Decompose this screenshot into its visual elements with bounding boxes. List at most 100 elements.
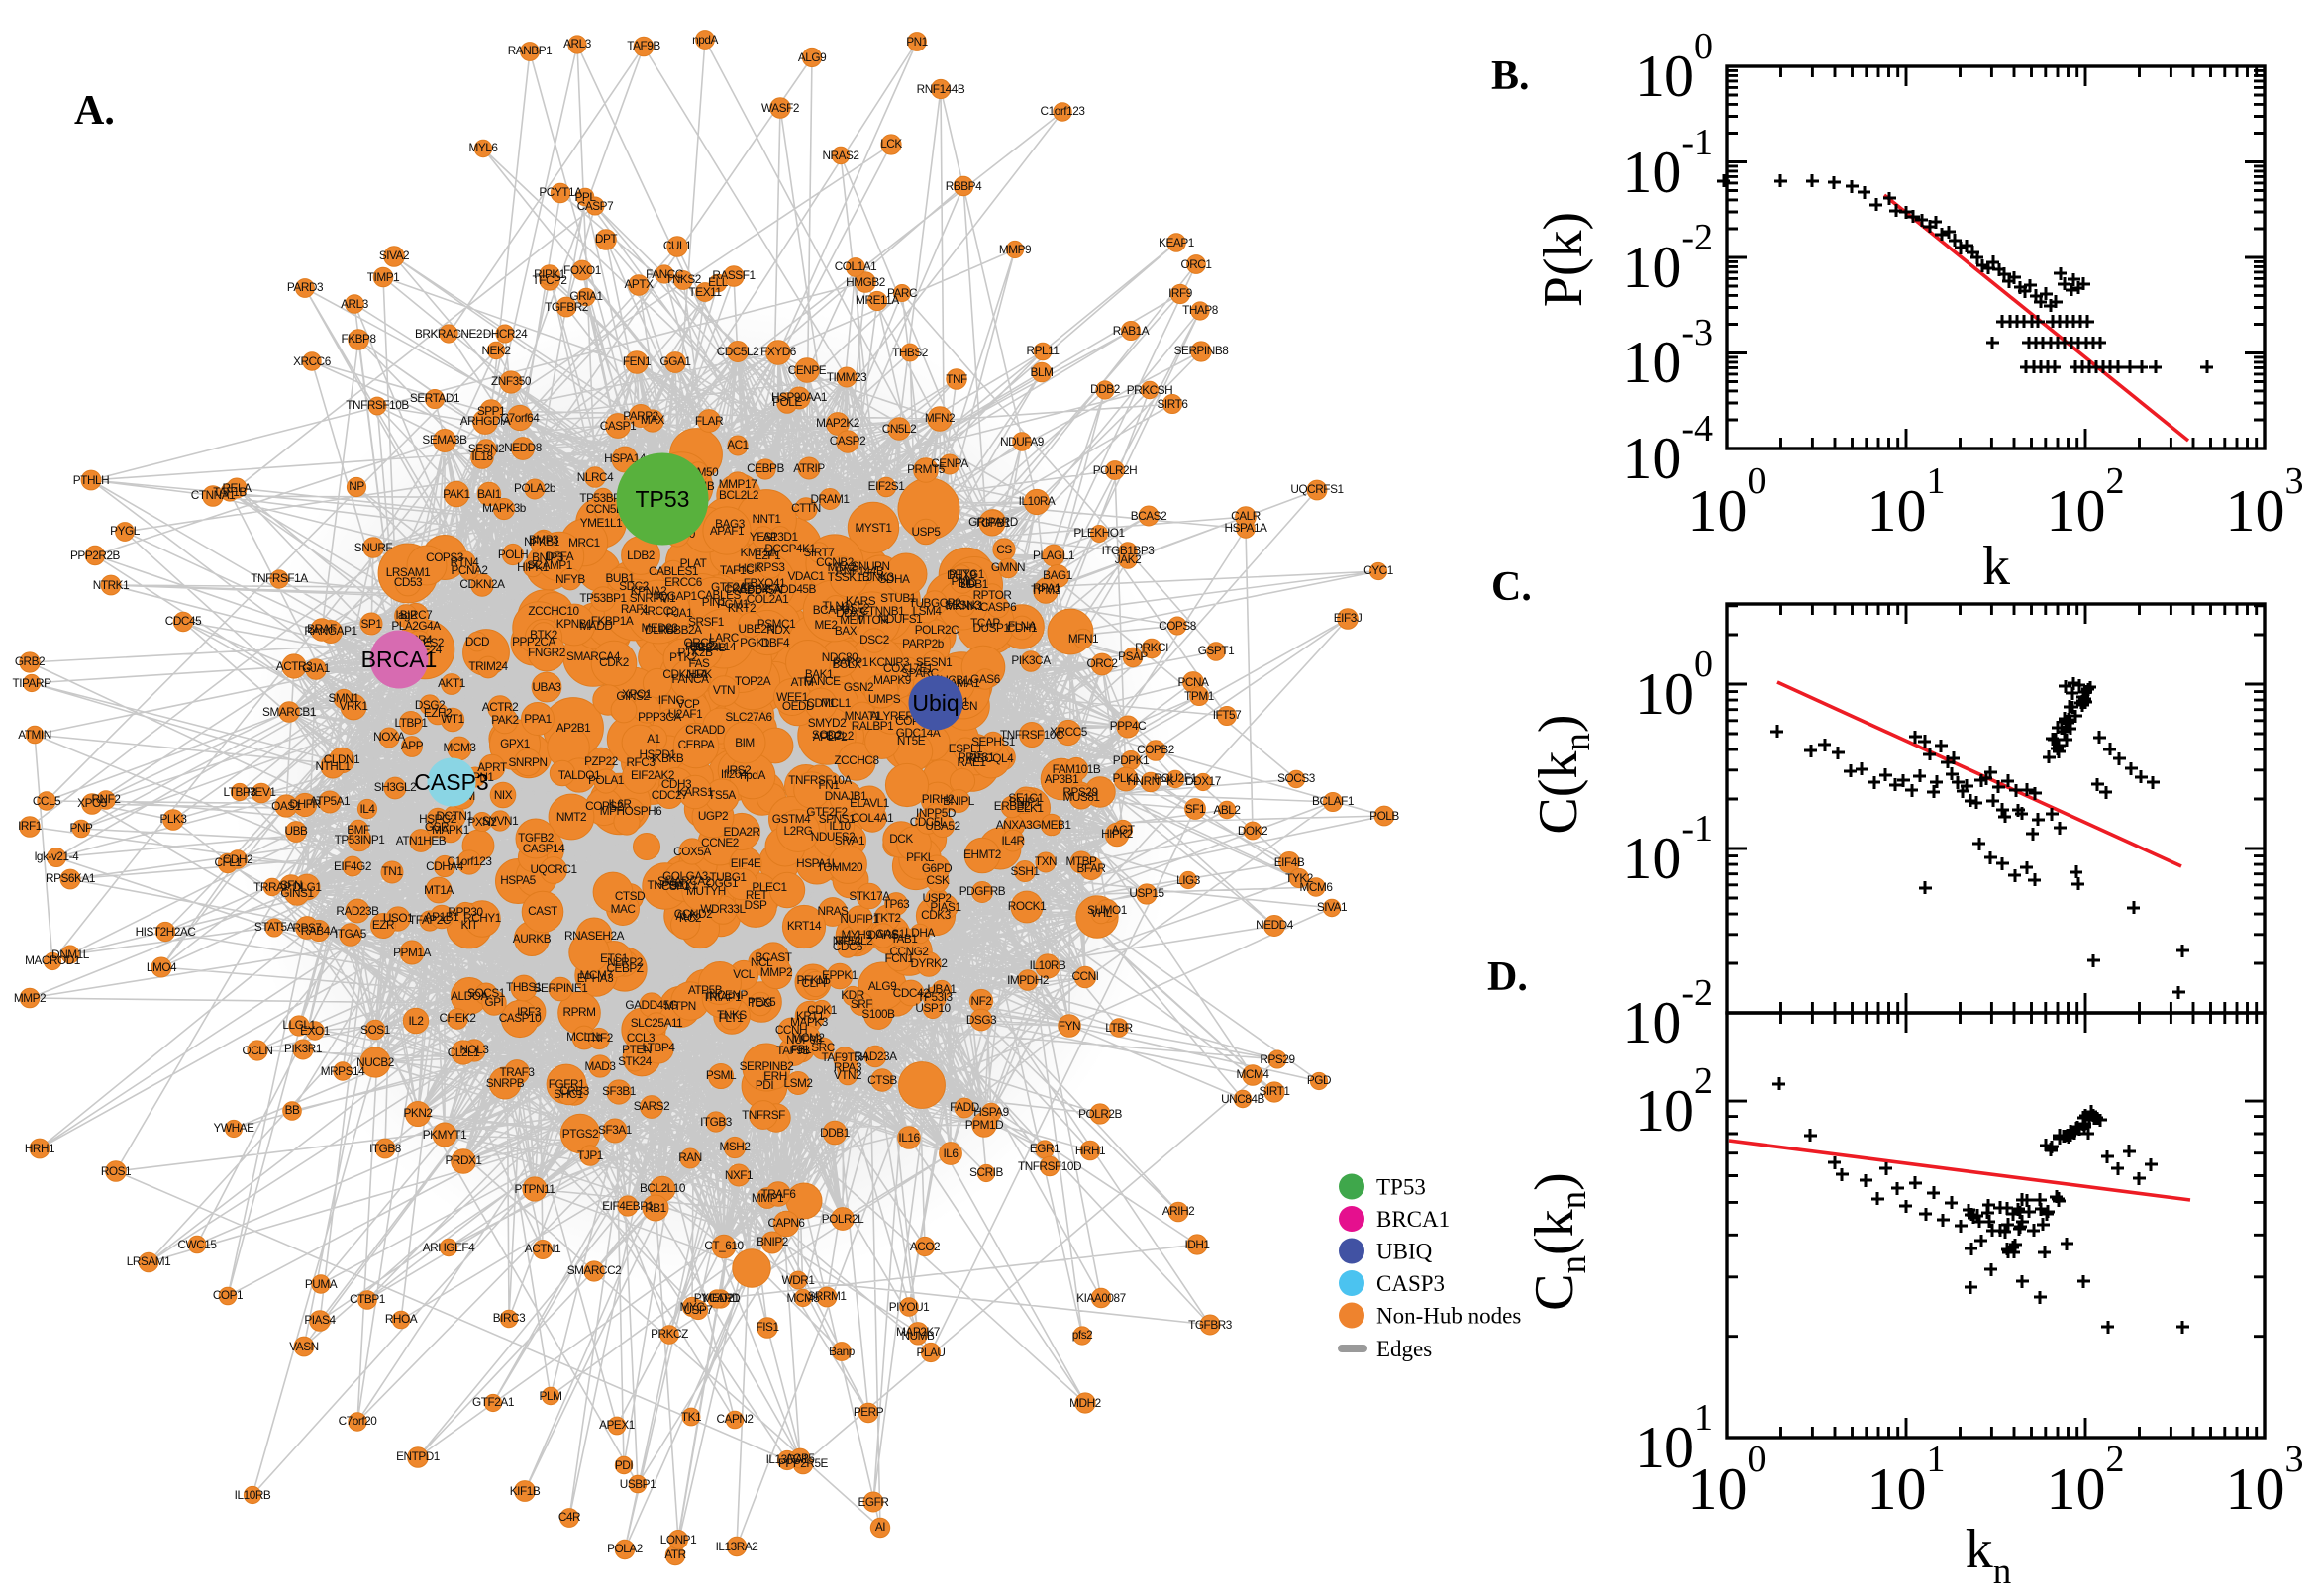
svg-text:EZH2: EZH2 [424,706,452,720]
svg-text:COX5A: COX5A [673,845,711,858]
svg-text:PSAP: PSAP [1118,649,1148,663]
svg-text:PLK3: PLK3 [159,812,187,826]
svg-text:MAP2K2: MAP2K2 [816,416,859,430]
svg-text:RAN: RAN [678,1150,702,1164]
svg-text:IL10: IL10 [829,819,851,833]
svg-text:C(kn): C(kn) [1528,714,1598,834]
svg-text:Edges: Edges [1376,1337,1432,1361]
svg-text:LIG3: LIG3 [1176,873,1201,887]
svg-text:LMO4: LMO4 [147,960,177,974]
svg-text:MYL6: MYL6 [468,141,498,154]
svg-text:DDB2: DDB2 [1090,382,1120,396]
svg-text:BMF: BMF [347,823,370,837]
svg-text:kn: kn [1966,1519,2012,1592]
svg-text:AP2B1: AP2B1 [556,721,590,735]
svg-text:SOS1: SOS1 [360,1023,390,1037]
svg-text:CEBPB: CEBPB [747,461,784,475]
svg-text:PGK1: PGK1 [740,636,769,649]
svg-text:PYGL: PYGL [110,524,141,538]
svg-text:DNM1L: DNM1L [51,948,90,961]
svg-text:EPPK1: EPPK1 [822,968,858,982]
svg-text:TP53: TP53 [636,486,690,512]
svg-text:FOXO1: FOXO1 [563,263,601,277]
svg-text:RPRM: RPRM [563,1005,596,1019]
svg-text:FANCE: FANCE [803,674,841,688]
svg-text:PNP: PNP [70,821,93,835]
svg-text:MCM7: MCM7 [580,968,613,982]
svg-text:CYC1: CYC1 [1364,563,1393,577]
svg-text:LARC: LARC [709,631,740,645]
svg-text:XRCC2: XRCC2 [640,604,677,618]
svg-text:RPL11: RPL11 [1027,344,1060,357]
svg-text:ALK: ALK [676,909,698,923]
svg-text:MCM4: MCM4 [1237,1067,1270,1081]
svg-text:TNFRSF10A: TNFRSF10A [788,773,852,787]
svg-text:npdA: npdA [692,33,718,47]
svg-text:WDR1: WDR1 [782,1273,815,1287]
svg-text:PARP2b: PARP2b [902,637,945,650]
svg-text:IL6: IL6 [943,1147,959,1160]
svg-text:ATR: ATR [664,1547,685,1561]
svg-text:MTA2: MTA2 [828,560,857,574]
svg-text:USP15: USP15 [1129,886,1164,900]
svg-text:SF3B1: SF3B1 [602,1084,636,1098]
svg-text:COPB2: COPB2 [1137,743,1174,756]
svg-text:SPP1: SPP1 [477,404,505,418]
svg-text:BCAS2: BCAS2 [1131,509,1166,523]
svg-text:GRB2: GRB2 [15,654,45,668]
svg-text:CDC45: CDC45 [165,614,202,628]
svg-text:PERP: PERP [854,1405,884,1419]
svg-text:UBIQ: UBIQ [1376,1240,1433,1264]
svg-text:CASP3: CASP3 [1376,1271,1445,1296]
svg-text:ITGB8: ITGB8 [369,1142,402,1155]
svg-text:APTX: APTX [624,277,654,291]
svg-text:MDH2: MDH2 [1069,1396,1101,1410]
svg-text:DOK2: DOK2 [1238,824,1267,838]
svg-text:HRH1: HRH1 [1075,1144,1105,1157]
svg-text:ELL: ELL [708,275,729,289]
svg-text:BCAST: BCAST [755,950,791,964]
svg-text:PIN1: PIN1 [702,595,726,609]
svg-text:GGA1: GGA1 [660,354,691,368]
svg-text:WASF2: WASF2 [761,101,799,115]
svg-text:FIS1: FIS1 [756,1320,778,1334]
svg-text:BLM: BLM [1031,365,1054,379]
svg-text:STK24: STK24 [618,1054,653,1068]
svg-text:POLR2C: POLR2C [915,623,960,637]
svg-text:KARS1: KARS1 [677,785,713,799]
svg-text:PLEKHO1: PLEKHO1 [1073,526,1124,540]
svg-text:CDKN2A: CDKN2A [459,577,505,591]
svg-text:MFN2: MFN2 [925,411,955,425]
svg-text:IL4: IL4 [359,802,375,816]
svg-text:MAPK3b: MAPK3b [482,501,527,515]
svg-text:GSPT1: GSPT1 [1198,644,1234,657]
svg-text:TGFB2: TGFB2 [518,831,554,845]
svg-text:MPHOSPH6: MPHOSPH6 [600,804,662,818]
svg-text:ZCCHC10: ZCCHC10 [528,604,579,618]
svg-text:CALR: CALR [1231,509,1261,523]
svg-text:DHFR: DHFR [290,797,321,811]
svg-text:IL16: IL16 [898,1131,920,1145]
svg-text:A.: A. [74,88,115,134]
svg-text:TNFRSF: TNFRSF [742,1108,785,1122]
svg-text:AI: AI [875,1520,885,1534]
svg-text:POLA1: POLA1 [588,773,624,787]
svg-text:POLB: POLB [1369,809,1399,823]
svg-text:BTK2: BTK2 [530,628,557,642]
svg-text:PPA1: PPA1 [524,712,552,726]
svg-text:EDA2R: EDA2R [723,825,759,839]
svg-text:RAB4A: RAB4A [301,924,338,938]
svg-text:SIVA2: SIVA2 [379,249,409,262]
svg-text:CT_610: CT_610 [704,1239,744,1252]
svg-text:KMT5A: KMT5A [740,546,777,559]
svg-text:CCNI: CCNI [1071,969,1098,983]
svg-text:LTBR: LTBR [1105,1021,1132,1035]
svg-text:DARS: DARS [868,928,900,942]
svg-text:ITGB3: ITGB3 [700,1115,733,1129]
svg-text:FCN1: FCN1 [884,951,913,965]
svg-text:SF3A1: SF3A1 [598,1123,632,1137]
svg-text:GPI: GPI [485,995,504,1009]
svg-text:NRAS: NRAS [818,904,850,918]
svg-text:PPM1A: PPM1A [393,946,431,959]
svg-text:LSM4: LSM4 [912,604,942,618]
